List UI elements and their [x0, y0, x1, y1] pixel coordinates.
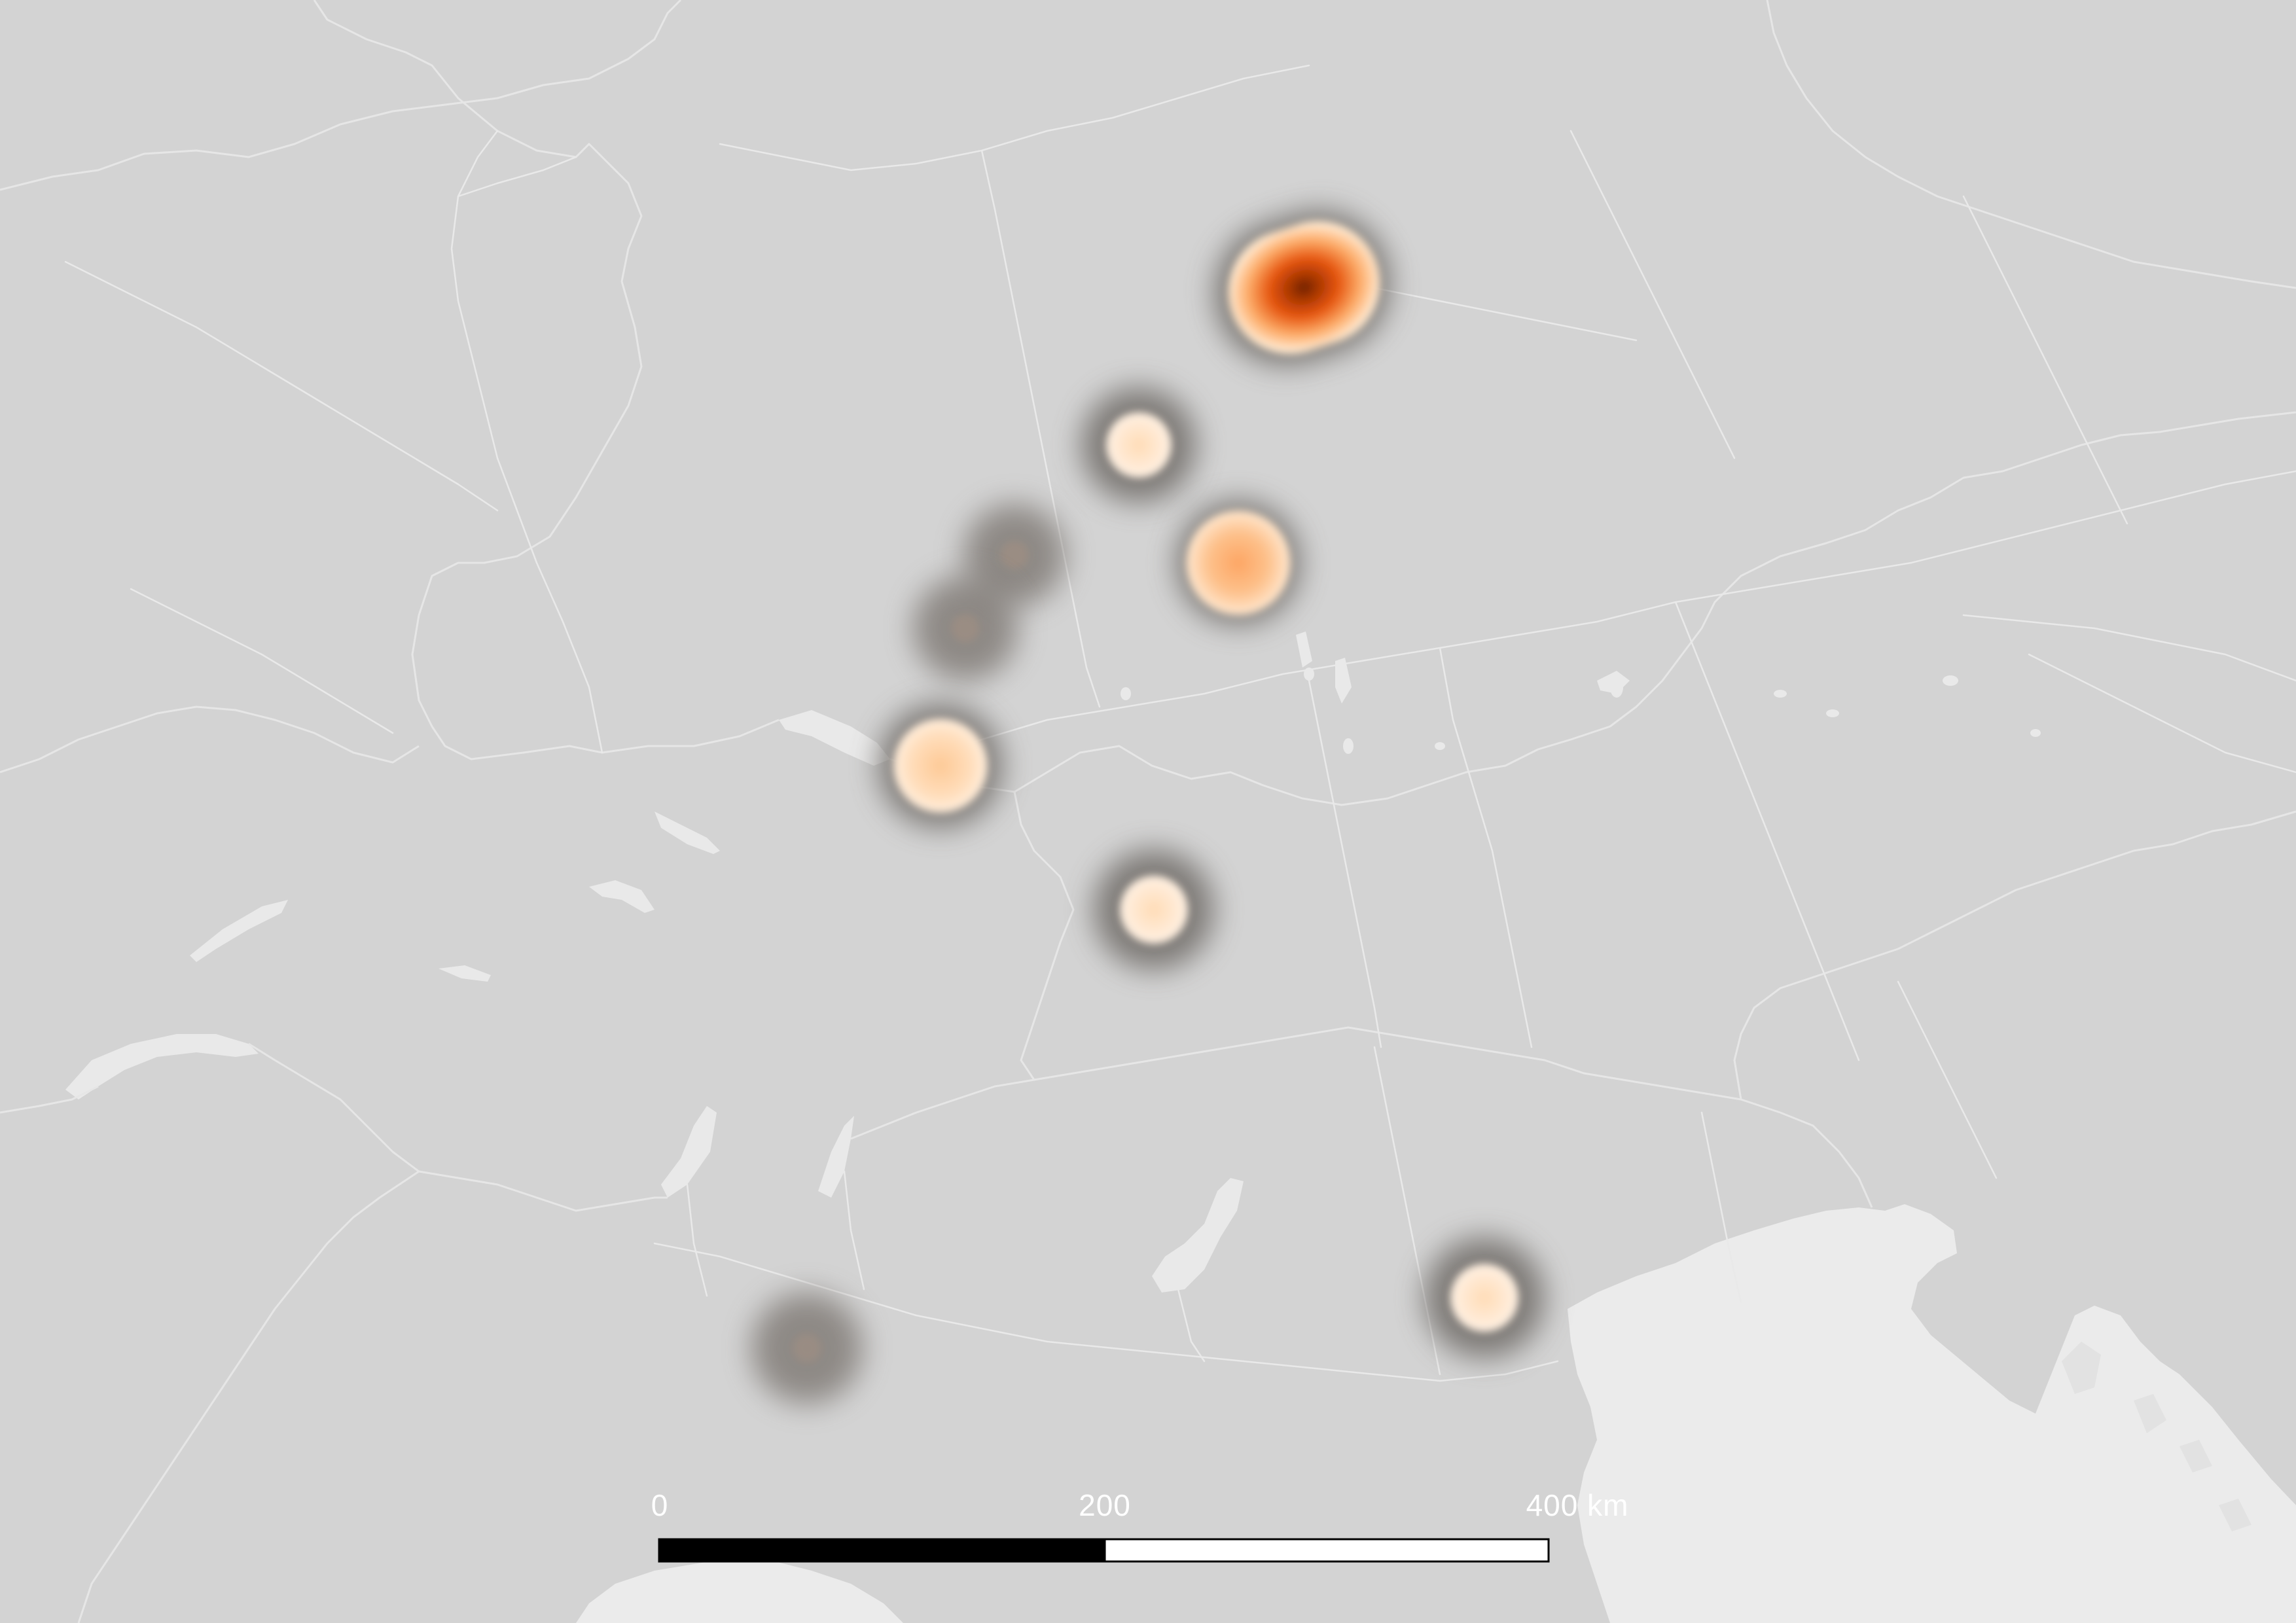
lake-como	[818, 1116, 854, 1198]
coastal-islands	[2062, 1342, 2251, 1531]
hotspot-lake-west[interactable]	[878, 704, 1003, 828]
rivers	[64, 64, 2296, 1382]
hotspot-north-peak[interactable]	[1196, 192, 1409, 384]
hotspot-central-south[interactable]	[1094, 849, 1214, 970]
hotspot-faint-lower[interactable]	[913, 576, 1018, 681]
hotspot-southwest-faint[interactable]	[751, 1293, 863, 1404]
lake-constance	[779, 710, 890, 766]
lake-ammersee	[1335, 658, 1352, 704]
ligurian-sea	[576, 1558, 903, 1623]
adriatic-sea	[1568, 1204, 2296, 1623]
hotspot-faint-upper[interactable]	[963, 504, 1066, 606]
lake-garda	[1152, 1178, 1244, 1293]
lake-starnberg	[1296, 632, 1312, 668]
hotspot-east-center[interactable]	[1176, 501, 1300, 625]
alpine-lakes	[1121, 668, 2041, 754]
lake-maggiore	[661, 1106, 717, 1198]
hotspot-north-center[interactable]	[1081, 387, 1196, 503]
lake-zurich	[655, 812, 720, 854]
lake-neuchatel	[190, 900, 288, 962]
heat-layer	[751, 192, 1545, 1404]
lake-thun	[439, 965, 491, 982]
hotspot-adriatic[interactable]	[1424, 1238, 1545, 1358]
lake-lucerne	[589, 880, 655, 913]
lake-geneva	[65, 1034, 259, 1099]
